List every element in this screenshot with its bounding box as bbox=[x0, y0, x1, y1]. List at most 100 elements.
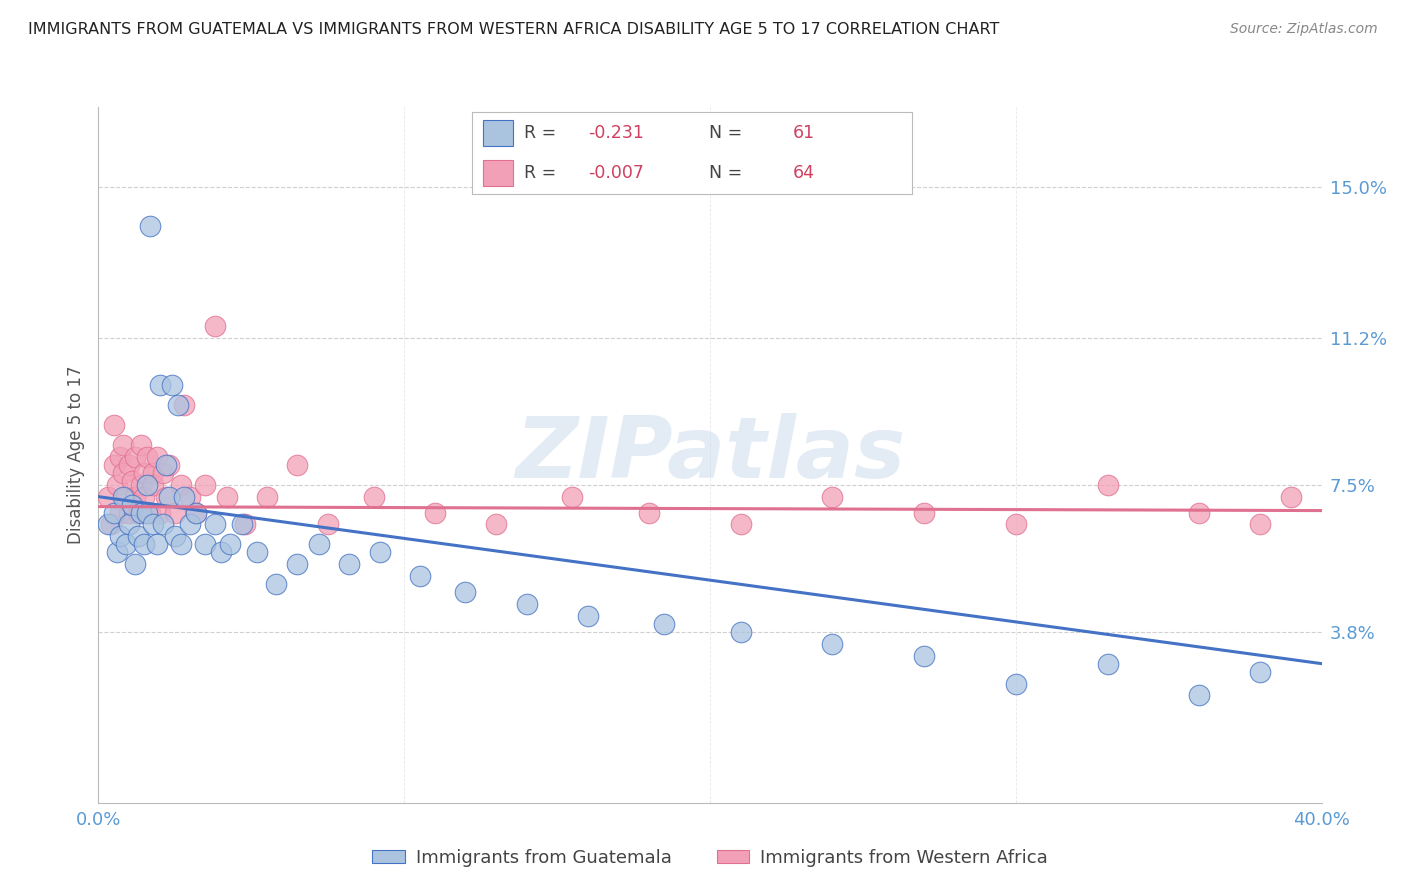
Point bbox=[145, 537, 167, 551]
Point bbox=[155, 490, 177, 504]
Point bbox=[103, 458, 125, 472]
Point bbox=[118, 458, 141, 472]
Point bbox=[516, 597, 538, 611]
Point bbox=[111, 490, 134, 504]
Point bbox=[637, 506, 661, 520]
Point bbox=[1188, 506, 1211, 520]
Point bbox=[454, 585, 477, 599]
Point bbox=[129, 506, 152, 520]
Point bbox=[152, 466, 174, 480]
Point bbox=[1004, 517, 1026, 532]
Point bbox=[149, 378, 172, 392]
Point bbox=[142, 517, 165, 532]
Point bbox=[256, 490, 278, 504]
Point bbox=[730, 624, 752, 639]
Point bbox=[134, 466, 156, 480]
Point bbox=[134, 490, 156, 504]
Point bbox=[576, 609, 599, 624]
Point bbox=[97, 517, 120, 532]
Point bbox=[231, 517, 253, 532]
Point bbox=[179, 517, 201, 532]
Point bbox=[100, 517, 122, 532]
Point bbox=[105, 477, 128, 491]
Point bbox=[121, 498, 143, 512]
Point bbox=[118, 506, 141, 520]
Point bbox=[129, 438, 152, 452]
Point bbox=[108, 450, 131, 464]
Point bbox=[285, 558, 308, 572]
Point bbox=[204, 318, 226, 333]
Point bbox=[1097, 477, 1119, 491]
Point bbox=[194, 477, 217, 491]
Point bbox=[408, 569, 430, 583]
Point bbox=[652, 616, 675, 631]
Point bbox=[108, 506, 131, 520]
Point bbox=[264, 577, 287, 591]
Point bbox=[129, 477, 152, 491]
Point bbox=[124, 558, 146, 572]
Point bbox=[136, 450, 159, 464]
Point bbox=[204, 517, 226, 532]
Point bbox=[363, 490, 385, 504]
Point bbox=[145, 450, 167, 464]
Text: IMMIGRANTS FROM GUATEMALA VS IMMIGRANTS FROM WESTERN AFRICA DISABILITY AGE 5 TO : IMMIGRANTS FROM GUATEMALA VS IMMIGRANTS … bbox=[28, 22, 1000, 37]
Point bbox=[730, 517, 752, 532]
Point bbox=[1004, 676, 1026, 690]
Point bbox=[127, 529, 149, 543]
Point bbox=[124, 490, 146, 504]
Point bbox=[1097, 657, 1119, 671]
Point bbox=[103, 418, 125, 433]
Y-axis label: Disability Age 5 to 17: Disability Age 5 to 17 bbox=[66, 366, 84, 544]
Point bbox=[821, 637, 844, 651]
Point bbox=[118, 517, 141, 532]
Point bbox=[149, 506, 172, 520]
Point bbox=[142, 477, 165, 491]
Point bbox=[139, 219, 162, 234]
Point bbox=[157, 458, 180, 472]
Point bbox=[155, 458, 177, 472]
Point bbox=[157, 490, 180, 504]
Point bbox=[167, 398, 190, 412]
Point bbox=[136, 506, 159, 520]
Point bbox=[134, 537, 156, 551]
Point bbox=[209, 545, 232, 559]
Point bbox=[337, 558, 360, 572]
Point bbox=[1188, 689, 1211, 703]
Point bbox=[423, 506, 446, 520]
Point bbox=[163, 529, 186, 543]
Point bbox=[173, 398, 195, 412]
Point bbox=[115, 490, 138, 504]
Point bbox=[485, 517, 508, 532]
Point bbox=[368, 545, 391, 559]
Point bbox=[121, 474, 143, 488]
Point bbox=[160, 378, 183, 392]
Point bbox=[170, 537, 193, 551]
Point bbox=[1279, 490, 1302, 504]
Text: ZIPatlas: ZIPatlas bbox=[515, 413, 905, 497]
Point bbox=[316, 517, 339, 532]
Point bbox=[912, 648, 935, 663]
Point bbox=[105, 545, 128, 559]
Point bbox=[285, 458, 308, 472]
Point bbox=[173, 490, 195, 504]
Point bbox=[1249, 665, 1271, 679]
Point bbox=[170, 477, 193, 491]
Point bbox=[115, 537, 138, 551]
Text: Source: ZipAtlas.com: Source: ZipAtlas.com bbox=[1230, 22, 1378, 37]
Point bbox=[136, 477, 159, 491]
Point bbox=[308, 537, 330, 551]
Point bbox=[219, 537, 242, 551]
Legend: Immigrants from Guatemala, Immigrants from Western Africa: Immigrants from Guatemala, Immigrants fr… bbox=[366, 841, 1054, 874]
Point bbox=[127, 506, 149, 520]
Point bbox=[1249, 517, 1271, 532]
Point bbox=[186, 506, 208, 520]
Point bbox=[124, 450, 146, 464]
Point bbox=[139, 506, 162, 520]
Point bbox=[179, 490, 201, 504]
Point bbox=[233, 517, 256, 532]
Point bbox=[194, 537, 217, 551]
Point bbox=[912, 506, 935, 520]
Point bbox=[142, 466, 165, 480]
Point bbox=[246, 545, 269, 559]
Point bbox=[97, 490, 120, 504]
